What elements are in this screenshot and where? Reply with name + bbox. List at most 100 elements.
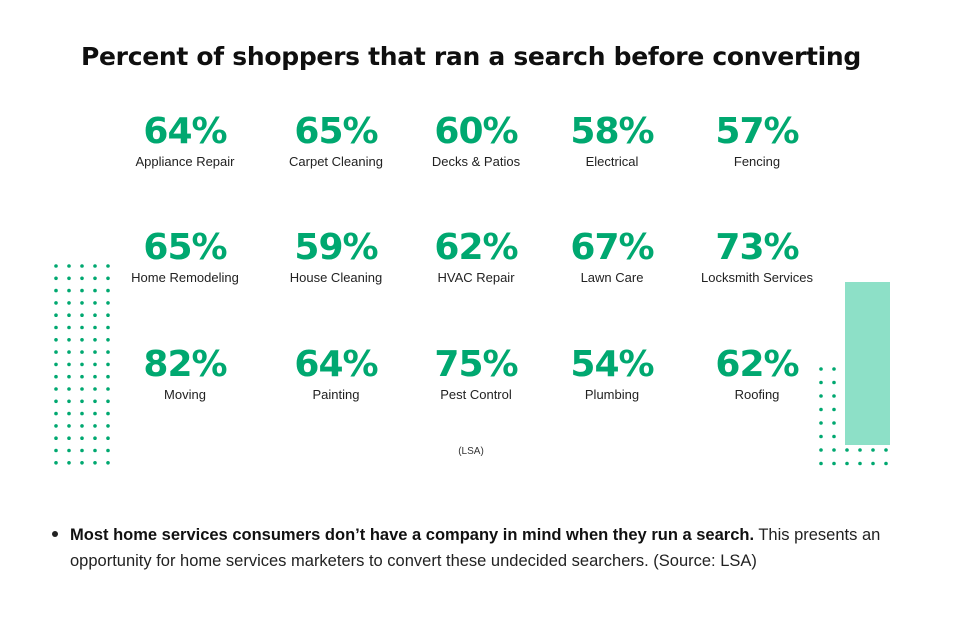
decorative-dot (884, 461, 888, 466)
decorative-dot (819, 434, 823, 439)
stat-label: Roofing (734, 387, 780, 402)
decorative-dot (93, 313, 97, 317)
decorative-dot (54, 448, 58, 453)
stat-label: Carpet Cleaning (289, 154, 383, 169)
stat-value: 75% (434, 344, 518, 385)
decorative-dot (80, 424, 84, 428)
stat-label: Fencing (733, 154, 781, 169)
decorative-dot (93, 387, 97, 391)
stat-label: Plumbing (584, 387, 640, 402)
stat-value: 64% (294, 344, 378, 385)
stat-item: 67% Lawn Care (532, 227, 692, 286)
decorative-dot (80, 399, 84, 404)
decorative-dot (93, 461, 97, 465)
stat-item: 65% Home Remodeling (105, 229, 265, 286)
decorative-dot (80, 276, 84, 281)
stat-value: 58% (570, 111, 654, 152)
decorative-dot (106, 325, 110, 330)
decorative-dot (54, 411, 58, 416)
decorative-dot (54, 436, 58, 440)
source-note: (LSA) (458, 446, 484, 457)
stat-value: 73% (715, 227, 799, 268)
decorative-dot (93, 301, 97, 305)
decorative-dot (93, 436, 97, 440)
stat-label: Electrical (585, 154, 639, 169)
decorative-dot (67, 387, 71, 391)
stat-label: Moving (164, 387, 206, 402)
decorative-dot (67, 461, 71, 465)
stat-item: 57% Fencing (677, 111, 837, 170)
decorative-dot (858, 448, 862, 452)
decorative-dot (67, 338, 71, 342)
decorative-dot (93, 411, 97, 416)
decorative-dot (819, 448, 823, 452)
decorative-dot (54, 313, 58, 317)
decorative-dot (106, 448, 110, 453)
decorative-dot (54, 264, 58, 268)
decorative-dot (832, 434, 836, 439)
decorative-dot (80, 325, 84, 330)
stat-item: 64% Painting (256, 344, 416, 403)
stat-value: 57% (715, 111, 799, 152)
decorative-dot (832, 367, 836, 371)
stat-label: Appliance Repair (135, 154, 235, 169)
decorative-dot (884, 448, 888, 452)
decorative-dot (80, 387, 84, 391)
stat-label: Painting (312, 387, 360, 402)
decorative-dot (871, 461, 875, 466)
decorative-dot (54, 288, 58, 293)
decorative-dot (54, 461, 58, 465)
decorative-dot (67, 325, 71, 330)
chart-title: Percent of shoppers that ran a search be… (81, 42, 861, 71)
stat-value: 82% (143, 344, 227, 385)
decorative-dot (106, 387, 110, 391)
decorative-dot (819, 461, 823, 466)
stat-item: 82% Moving (105, 344, 265, 403)
decorative-dot (80, 362, 84, 367)
stat-item: 62% HVAC Repair (396, 229, 556, 286)
decorative-dot (54, 374, 58, 379)
decorative-dot (67, 424, 71, 428)
decorative-dot (106, 288, 110, 293)
stat-value: 54% (570, 344, 654, 385)
decorative-dot (80, 350, 84, 354)
bullet-item: Most home services consumers don’t have … (70, 522, 912, 574)
decorative-dot (54, 387, 58, 391)
stat-value: 67% (570, 227, 654, 268)
decorative-dot (54, 301, 58, 305)
decorative-dot-grid-left (54, 264, 110, 465)
decorative-teal-rectangle (845, 282, 890, 445)
stat-item: 62% Roofing (677, 346, 837, 403)
decorative-dot (858, 461, 862, 466)
decorative-dot (819, 394, 823, 398)
decorative-dot (93, 264, 97, 268)
stat-item: 60% Decks & Patios (396, 111, 556, 170)
decorative-dot (93, 288, 97, 293)
decorative-dot (832, 394, 836, 398)
stat-value: 59% (294, 227, 378, 268)
decorative-dot (93, 448, 97, 453)
decorative-dot (106, 301, 110, 305)
stat-item: 65% Carpet Cleaning (256, 113, 416, 170)
decorative-dot (93, 424, 97, 428)
decorative-dot (845, 461, 849, 466)
decorative-dot (832, 421, 836, 425)
decorative-dot (54, 325, 58, 330)
stat-label: House Cleaning (289, 270, 383, 285)
stat-item: 75% Pest Control (396, 344, 556, 403)
decorative-dot (67, 264, 71, 268)
decorative-dot (106, 338, 110, 342)
stat-value: 60% (434, 111, 518, 152)
decorative-dot (67, 399, 71, 404)
decorative-dot (93, 374, 97, 379)
decorative-dot (80, 313, 84, 317)
decorative-dot (845, 448, 849, 452)
decorative-dot (67, 288, 71, 293)
stat-item: 59% House Cleaning (256, 227, 416, 286)
decorative-dot (106, 399, 110, 404)
decorative-dot (80, 411, 84, 416)
decorative-dot (80, 374, 84, 379)
decorative-dot (106, 264, 110, 268)
decorative-dot (54, 350, 58, 354)
decorative-dot (832, 461, 836, 466)
